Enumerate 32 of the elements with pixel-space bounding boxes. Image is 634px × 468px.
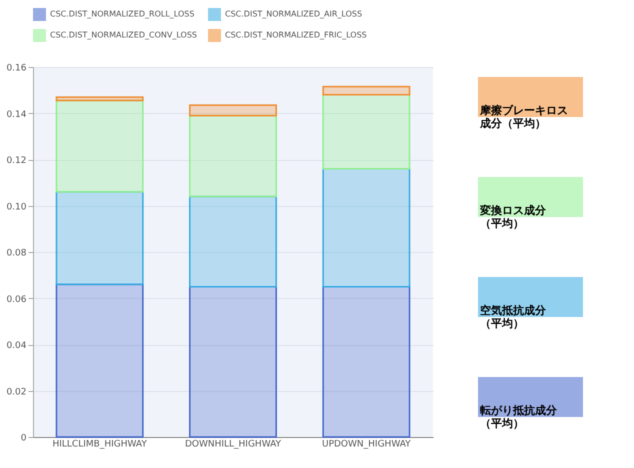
text: 変換ロス成分（平均） — [479, 204, 547, 230]
y-tick-label: 0 — [20, 434, 27, 444]
bar — [189, 286, 277, 438]
y-tick-label: 0.02 — [6, 387, 26, 398]
text: 転がり抵抗成分（平均） — [479, 404, 558, 430]
y-tick-label: 0.14 — [6, 110, 27, 120]
bar — [322, 168, 410, 288]
bar — [189, 196, 277, 288]
legend-label: CSC.DIST_NORMALIZED_AIR_LOSS — [225, 10, 362, 19]
y-tick-label: 0.06 — [6, 294, 27, 305]
legend-label: CSC.DIST_NORMALIZED_FRIC_LOSS — [225, 30, 367, 40]
y-tick-label: 0.08 — [6, 248, 27, 258]
x-tick-label: DOWNHILL_HIGHWAY — [184, 440, 282, 450]
bar — [56, 191, 144, 286]
x-tick-label: HILLCLIMB_HIGHWAY — [52, 440, 148, 450]
legend-label: CSC.DIST_NORMALIZED_ROLL_LOSS — [50, 10, 194, 19]
bar — [189, 104, 277, 116]
bar — [56, 284, 144, 438]
bar — [322, 286, 410, 438]
legend-label: CSC.DIST_NORMALIZED_CONV_LOSS — [50, 30, 197, 40]
y-tick-label: 0.16 — [6, 64, 27, 74]
text: 空気抵抗成分（平均） — [480, 304, 547, 330]
bar — [189, 114, 277, 198]
x-tick-label: UPDOWN_HIGHWAY — [322, 440, 412, 450]
y-tick-label: 0.12 — [6, 156, 26, 166]
bar — [56, 96, 144, 102]
bar — [322, 86, 410, 96]
bar — [322, 94, 410, 170]
text: 摩擦ブレーキロス成分（平均） — [479, 104, 568, 130]
y-tick-label: 0.04 — [6, 341, 27, 351]
y-tick-label: 0.10 — [6, 202, 27, 212]
bar — [56, 100, 144, 193]
